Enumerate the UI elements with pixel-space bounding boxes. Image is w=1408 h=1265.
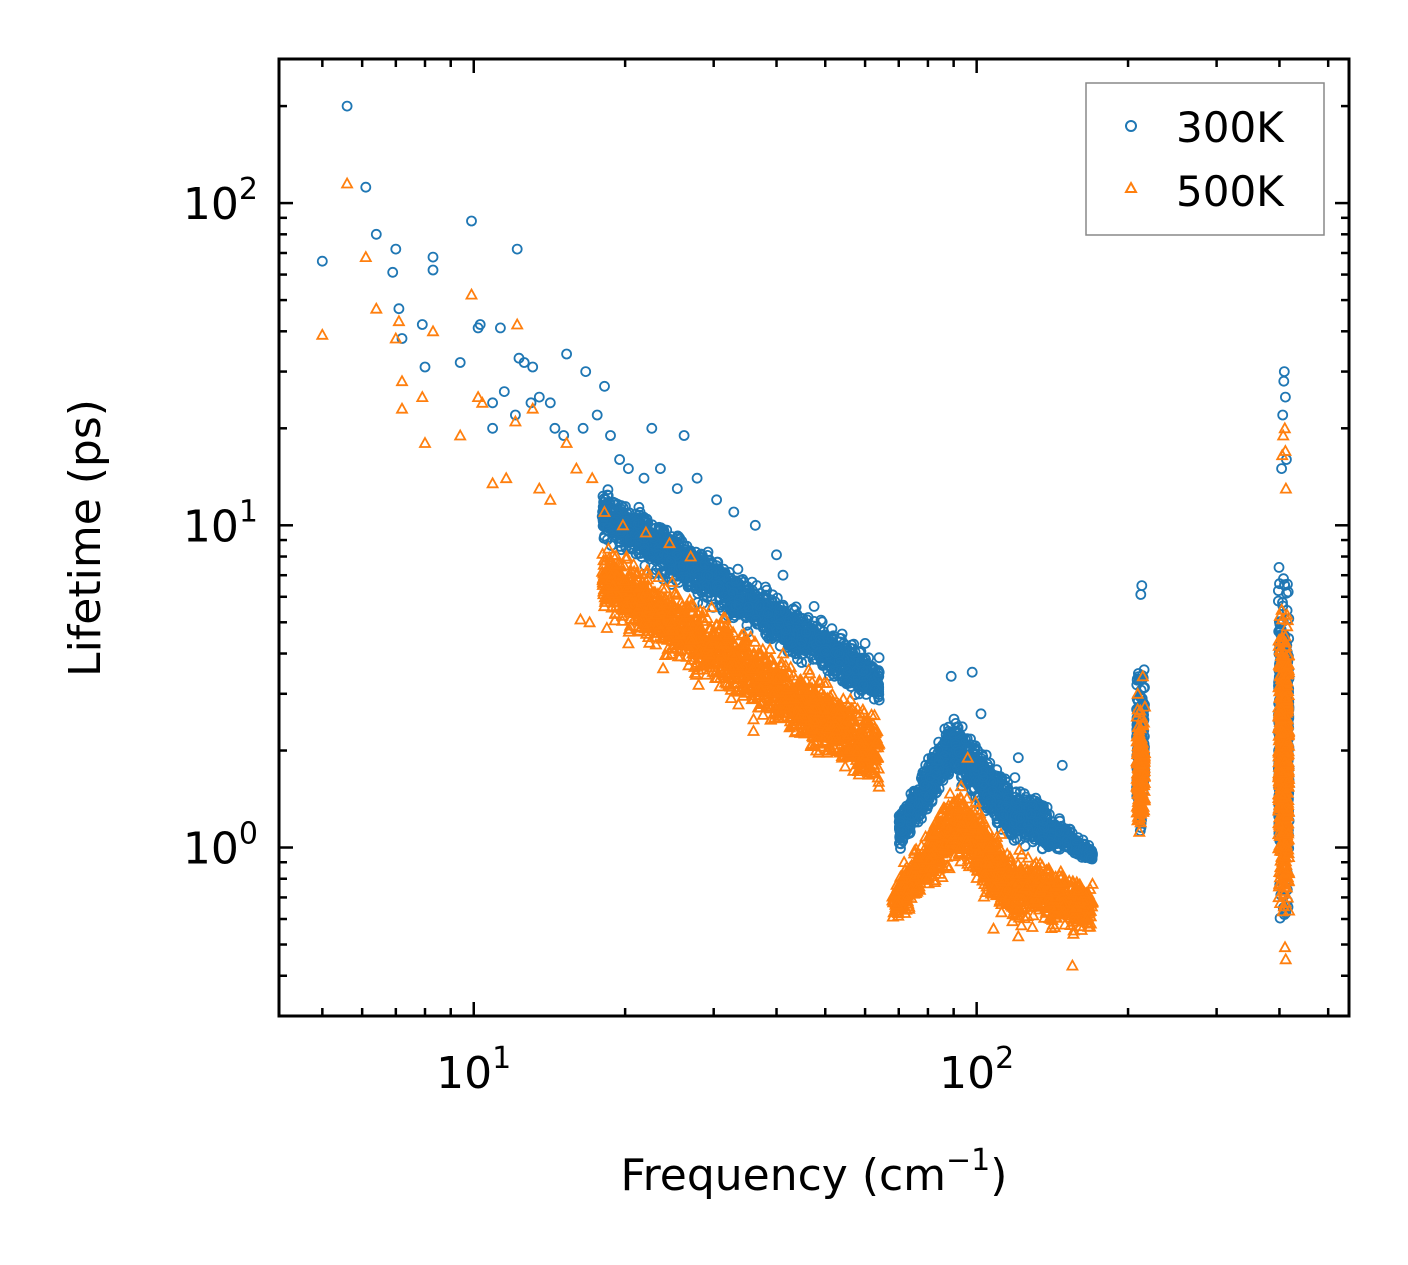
data-point xyxy=(873,652,885,664)
data-point xyxy=(819,659,830,671)
data-point xyxy=(741,619,753,631)
data-point xyxy=(774,640,786,652)
series-300k xyxy=(316,100,1295,924)
data-point xyxy=(807,653,819,665)
data-point xyxy=(829,670,840,682)
scatter-series-layer xyxy=(315,100,1296,971)
